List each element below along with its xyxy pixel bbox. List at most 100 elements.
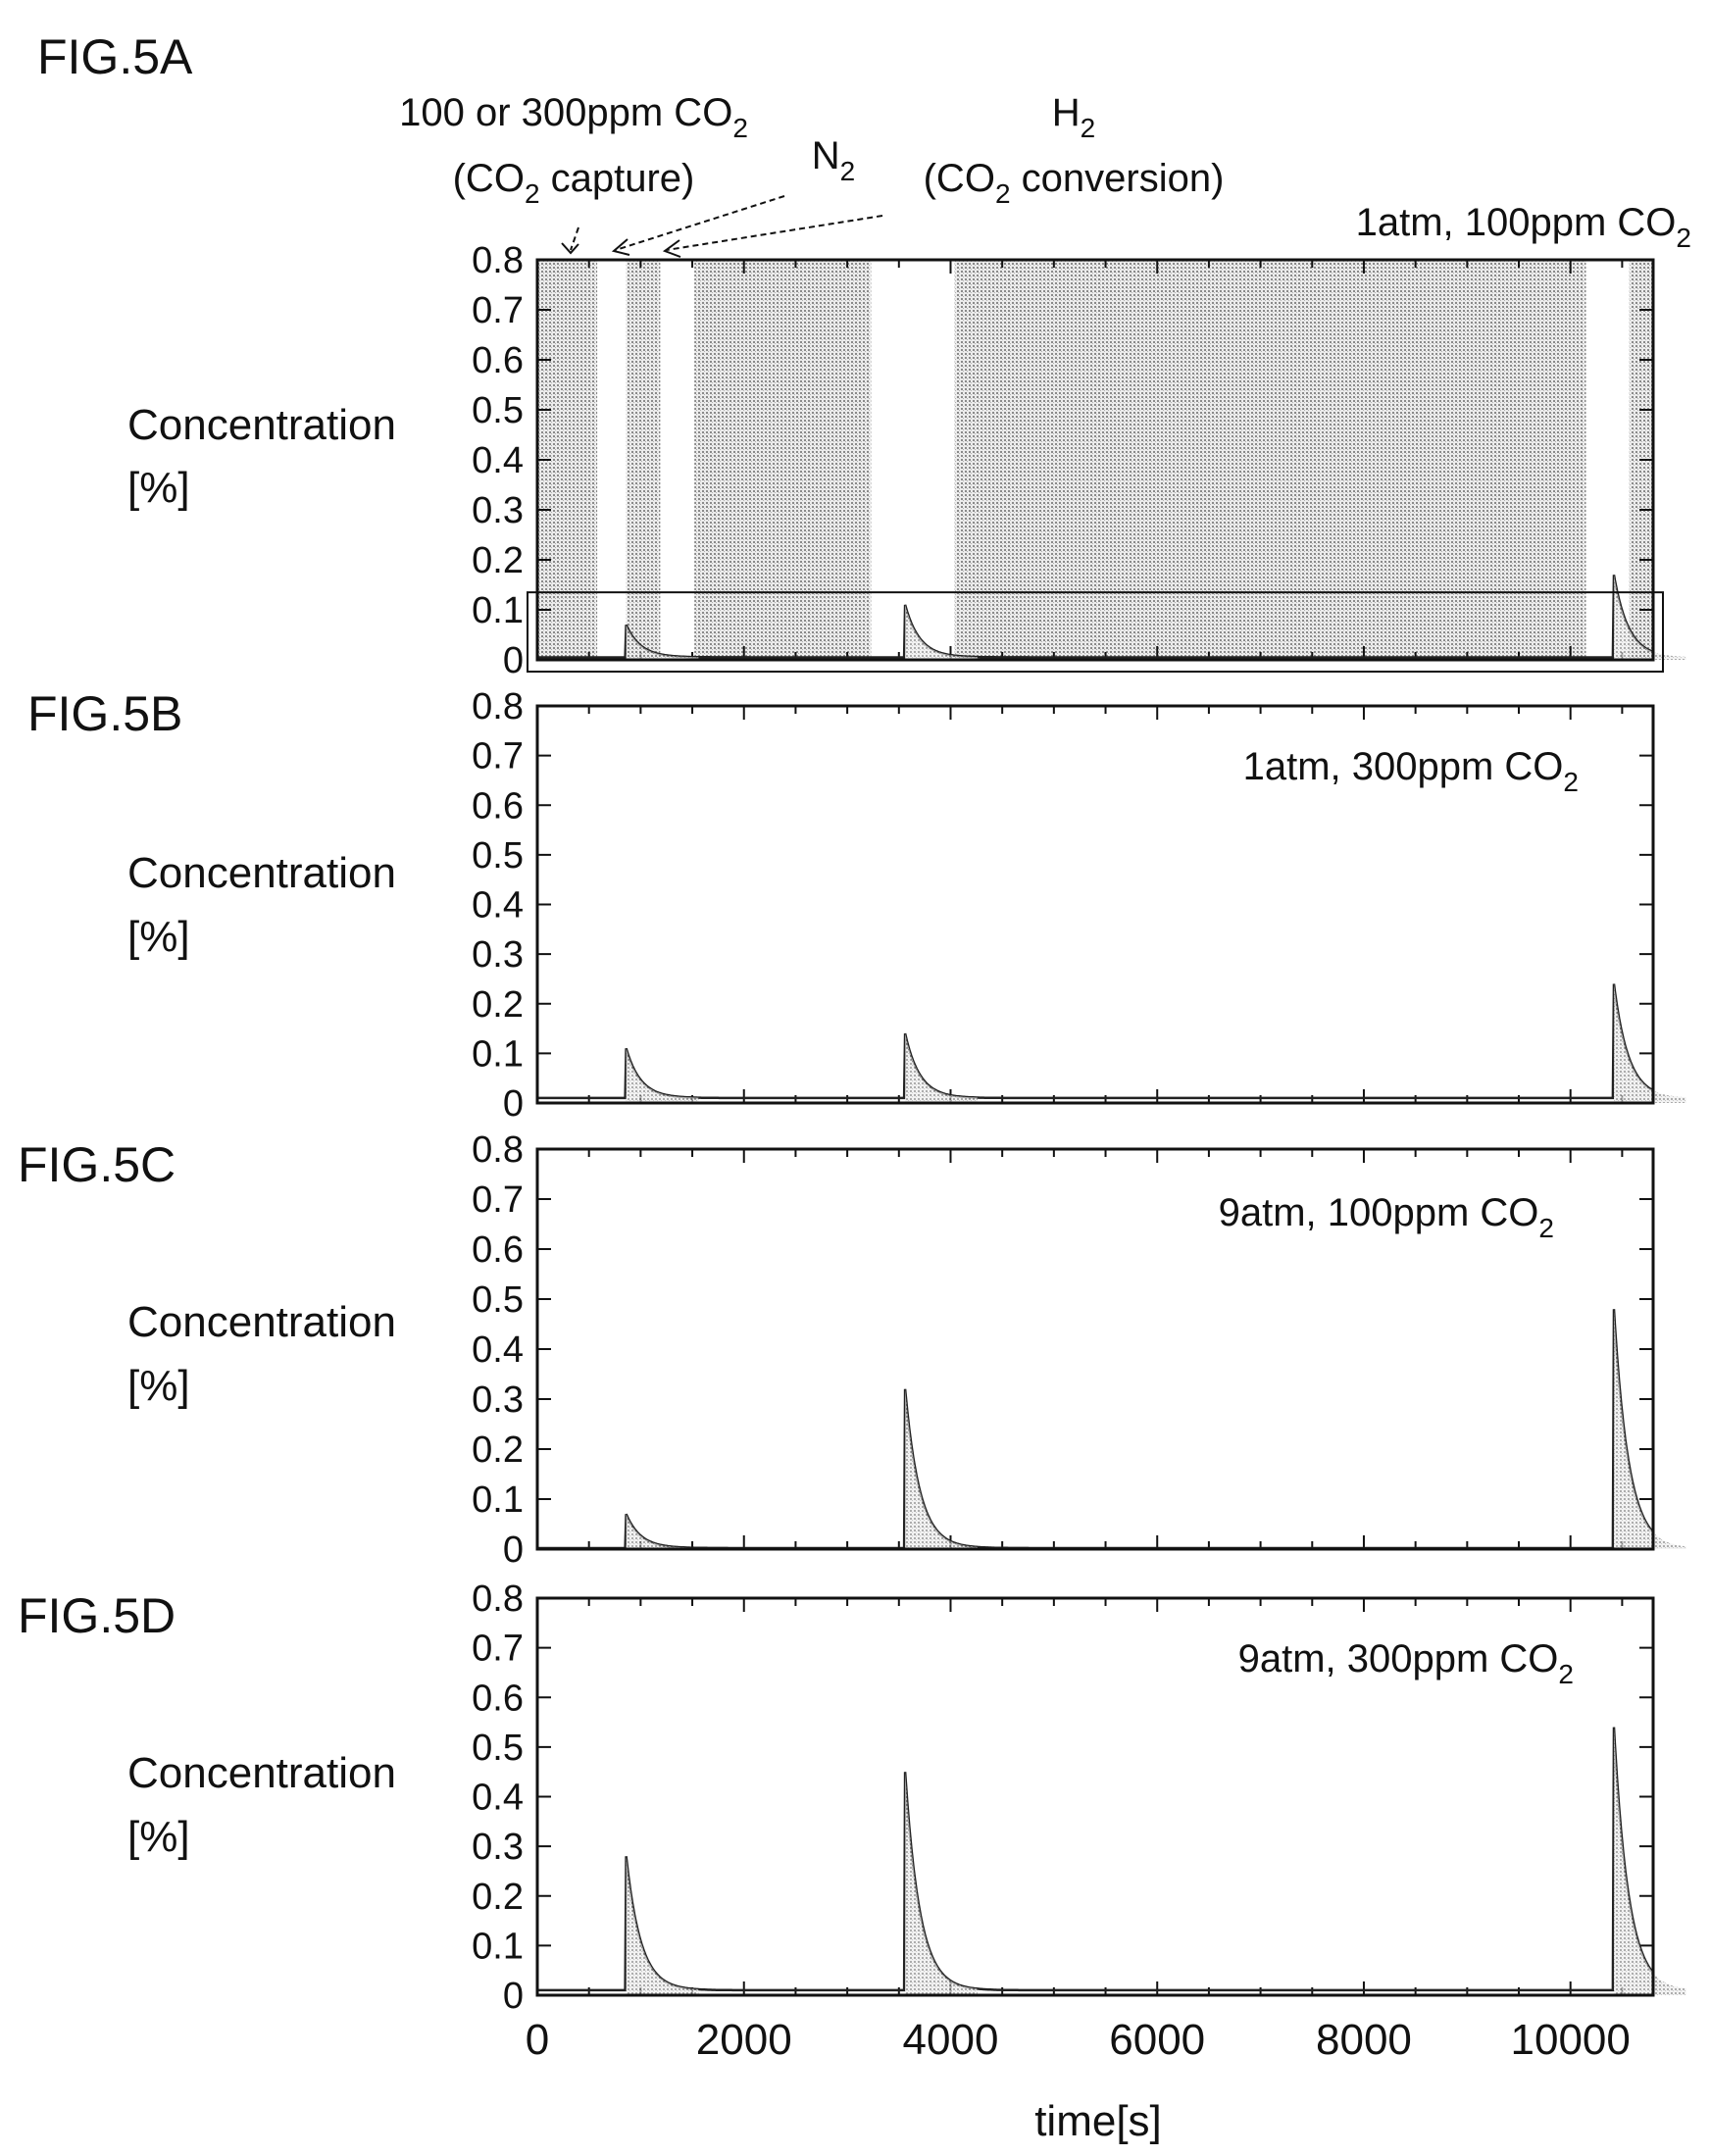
y-tick-label: 0.3	[472, 1379, 524, 1421]
peak-area	[626, 1048, 699, 1103]
annotation-arrows	[570, 195, 883, 251]
panel-fig-5a: FIG.5A Concentration [%] 1atm, 100ppm CO…	[37, 29, 1691, 681]
y-tick-labels: 0 0.1 0.2 0.3 0.4 0.5 0.6 0.7 0.8	[472, 240, 524, 681]
y-tick-label: 0.4	[472, 885, 524, 927]
peak-area	[1614, 575, 1686, 660]
peak-area	[1614, 983, 1686, 1103]
y-tick-label: 0.1	[472, 1479, 524, 1521]
x-tick-labels: 0 2000 4000 6000 8000 10000	[526, 2016, 1631, 2064]
y-tick-label: 0.3	[472, 934, 524, 976]
x-tick-label: 0	[526, 2016, 549, 2064]
shaded-region	[694, 260, 872, 660]
y-tick-label: 0	[503, 1083, 524, 1125]
capture-label-line2: (CO2 capture)	[453, 157, 695, 209]
x-tick-label: 2000	[696, 2016, 792, 2064]
peak-area	[626, 625, 699, 660]
y-tick-label: 0	[503, 640, 524, 681]
peak-area	[905, 604, 978, 660]
y-tick-label: 0.5	[472, 1279, 524, 1321]
y-tick-label: 0.6	[472, 1678, 524, 1719]
y-tick-labels: 0 0.1 0.2 0.3 0.4 0.5 0.6 0.7 0.8	[472, 1129, 524, 1571]
shaded-region	[626, 260, 661, 660]
y-tick-label: 0.2	[472, 984, 524, 1026]
y-tick-label: 0.4	[472, 1778, 524, 1819]
y-tick-label: 0.8	[472, 1579, 524, 1620]
condition-label: 1atm, 100ppm CO2	[1356, 201, 1691, 253]
n2-label: N2	[812, 134, 855, 186]
peak-area	[1614, 1309, 1686, 1549]
arrowheads	[561, 238, 681, 258]
y-axis-label-line1: Concentration	[127, 401, 396, 449]
x-axis-title: time[s]	[1034, 2097, 1162, 2145]
phase-annotations: 100 or 300ppm CO2 (CO2 capture) N2 H2 (C…	[399, 91, 1225, 258]
y-tick-label: 0.6	[472, 340, 524, 381]
y-tick-label: 0.7	[472, 290, 524, 331]
y-tick-label: 0.2	[472, 1877, 524, 1918]
y-axis-label-line1: Concentration	[127, 1298, 396, 1346]
y-tick-label: 0.5	[472, 835, 524, 877]
panel-fig-5c: FIG.5C Concentration [%] 9atm, 100ppm CO…	[18, 1129, 1686, 1571]
shaded-regions	[537, 260, 1653, 660]
y-tick-label: 0.1	[472, 1033, 524, 1075]
series-lines	[537, 983, 1686, 1103]
x-tick-label: 8000	[1316, 2016, 1412, 2064]
zoom-region-box	[527, 591, 1664, 674]
y-tick-label: 0.8	[472, 1129, 524, 1171]
x-axis: 0 2000 4000 6000 8000 10000 time[s]	[526, 2016, 1631, 2145]
y-axis-label-line1: Concentration	[127, 1749, 396, 1797]
figure-label: FIG.5C	[18, 1137, 176, 1192]
capture-label-line1: 100 or 300ppm CO2	[399, 91, 748, 143]
y-tick-label: 0.1	[472, 590, 524, 631]
plot-frame	[535, 1596, 1655, 1997]
conversion-label: (CO2 conversion)	[924, 157, 1225, 209]
y-axis-label-line1: Concentration	[127, 849, 396, 897]
series-line	[537, 983, 1654, 1100]
y-tick-label: 0.2	[472, 540, 524, 581]
y-tick-label: 0.5	[472, 390, 524, 431]
y-tick-label: 0.7	[472, 736, 524, 777]
figure-label: FIG.5B	[27, 686, 182, 741]
y-axis-label-line2: [%]	[127, 464, 190, 512]
y-axis-label-line2: [%]	[127, 1362, 190, 1410]
y-tick-label: 0	[503, 1976, 524, 2017]
peak-area	[626, 1514, 699, 1549]
y-tick-label: 0.6	[472, 785, 524, 827]
peak-area	[905, 1388, 978, 1549]
y-tick-labels: 0 0.1 0.2 0.3 0.4 0.5 0.6 0.7 0.8	[472, 686, 524, 1125]
y-axis-label-line2: [%]	[127, 913, 190, 961]
panel-fig-5b: FIG.5B Concentration [%] 1atm, 300ppm CO…	[27, 686, 1686, 1125]
h2-label: H2	[1052, 91, 1095, 143]
y-axis-label-line2: [%]	[127, 1813, 190, 1861]
series-lines	[537, 1727, 1686, 1995]
y-tick-label: 0.8	[472, 686, 524, 727]
conversion-arrowhead	[662, 239, 681, 258]
figure-label: FIG.5D	[18, 1588, 176, 1643]
condition-label: 1atm, 300ppm CO2	[1243, 745, 1579, 797]
series-line	[537, 1309, 1654, 1550]
plot-frame	[535, 704, 1655, 1105]
panel-fig-5d: FIG.5D Concentration [%] 9atm, 300ppm CO…	[18, 1579, 1686, 2017]
y-tick-label: 0.4	[472, 440, 524, 481]
y-tick-label: 0.7	[472, 1629, 524, 1670]
y-tick-labels: 0 0.1 0.2 0.3 0.4 0.5 0.6 0.7 0.8	[472, 1579, 524, 2017]
conversion-arrow	[666, 215, 883, 251]
y-tick-label: 0.6	[472, 1229, 524, 1271]
y-tick-label: 0.2	[472, 1429, 524, 1471]
series-lines	[537, 1309, 1686, 1550]
x-tick-label: 4000	[903, 2016, 999, 2064]
condition-label: 9atm, 300ppm CO2	[1238, 1637, 1574, 1689]
plot-frame	[535, 258, 1655, 662]
series-line	[537, 575, 1654, 659]
y-tick-label: 0.4	[472, 1329, 524, 1371]
peak-area	[1614, 1727, 1686, 1995]
x-tick-label: 6000	[1109, 2016, 1205, 2064]
y-tick-label: 0	[503, 1529, 524, 1571]
y-tick-label: 0.1	[472, 1926, 524, 1967]
capture-arrow	[570, 226, 579, 251]
x-tick-label: 10000	[1511, 2016, 1631, 2064]
n2-arrowhead	[611, 238, 630, 256]
peak-area	[905, 1033, 978, 1103]
capture-arrowhead	[561, 242, 579, 255]
